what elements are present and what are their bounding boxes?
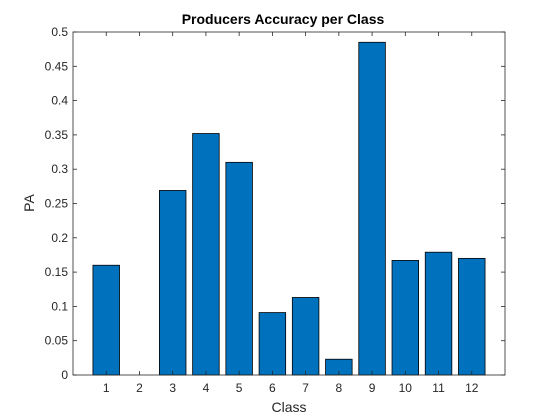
bar-class-6 bbox=[258, 312, 287, 376]
bar-class-10 bbox=[391, 260, 419, 376]
bar-class-5 bbox=[225, 161, 253, 376]
bars-group bbox=[92, 41, 486, 376]
bar-class-9 bbox=[358, 41, 386, 376]
bar-class-4 bbox=[192, 133, 220, 376]
y-tick-label: 0.5 bbox=[51, 25, 68, 39]
y-tick-label: 0.3 bbox=[51, 162, 68, 176]
x-tick-label: 9 bbox=[369, 381, 376, 395]
y-tick-label: 0.15 bbox=[45, 265, 69, 279]
y-tick-label: 0.25 bbox=[45, 197, 69, 211]
x-tick-label: 1 bbox=[103, 381, 110, 395]
y-tick-label: 0.2 bbox=[51, 231, 68, 245]
bar-class-3 bbox=[158, 190, 187, 376]
y-axis-ticks: 0 0.05 0.1 0.15 0.2 0.25 0.3 0.35 0.4 0.45 0.5 bbox=[45, 25, 505, 382]
chart-title: Producers Accuracy per Class bbox=[182, 11, 385, 27]
x-tick-label: 12 bbox=[465, 381, 479, 395]
bar-class-7 bbox=[291, 297, 320, 376]
y-tick-label: 0.4 bbox=[51, 94, 68, 108]
x-tick-label: 6 bbox=[269, 381, 276, 395]
x-tick-label: 5 bbox=[236, 381, 243, 395]
y-tick-label: 0.35 bbox=[45, 128, 69, 142]
x-axis-label: Class bbox=[271, 399, 306, 415]
x-tick-label: 10 bbox=[399, 381, 413, 395]
x-axis-ticks: 1 2 3 4 5 6 7 8 9 10 11 12 bbox=[103, 32, 479, 395]
x-tick-label: 11 bbox=[432, 381, 445, 395]
x-tick-label: 4 bbox=[203, 381, 210, 395]
plot-frame bbox=[72, 31, 506, 376]
y-axis-label: PA bbox=[21, 194, 37, 212]
x-tick-label: 7 bbox=[302, 381, 309, 395]
x-tick-label: 3 bbox=[169, 381, 176, 395]
y-tick-label: 0 bbox=[61, 368, 68, 382]
x-tick-label: 8 bbox=[336, 381, 343, 395]
y-tick-label: 0.1 bbox=[51, 299, 68, 313]
y-tick-label: 0.45 bbox=[45, 59, 69, 73]
x-tick-label: 2 bbox=[136, 381, 143, 395]
y-tick-label: 0.05 bbox=[45, 334, 69, 348]
bar-class-1 bbox=[92, 264, 120, 376]
bar-class-11 bbox=[424, 251, 453, 376]
bar-class-12 bbox=[458, 257, 486, 376]
